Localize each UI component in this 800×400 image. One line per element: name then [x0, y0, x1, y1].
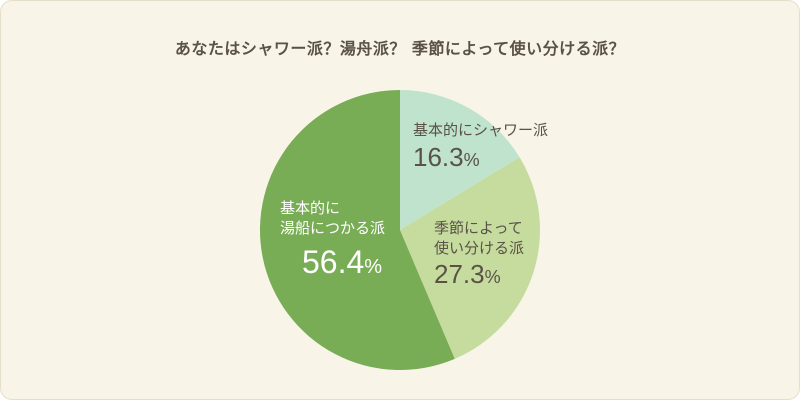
pie-slice-shower — [400, 90, 520, 230]
slice-label-shower: 基本的にシャワー派 16.3% — [413, 121, 548, 174]
slice-unit-shower: % — [463, 149, 480, 170]
slice-percent-bath: 56.4% — [302, 242, 385, 284]
slice-name-shower: 基本的にシャワー派 — [413, 121, 549, 139]
slice-label-bath: 基本的に 湯船につかる派 56.4% — [280, 199, 385, 284]
slice-name-season: 季節によって 使い分ける派 — [434, 219, 525, 257]
chart-title: あなたはシャワー派？湯舟派？ 季節によって使い分ける派？ — [174, 39, 626, 58]
slice-label-season: 季節によって 使い分ける派 27.3% — [434, 219, 524, 292]
slice-unit-season: % — [484, 267, 501, 287]
pie-slice-season — [400, 157, 540, 359]
slice-value-bath: 56.4 — [302, 244, 365, 280]
slice-value-season: 27.3 — [434, 259, 485, 289]
slice-unit-bath: % — [364, 256, 383, 278]
slice-name-bath: 基本的に 湯船につかる派 — [280, 199, 386, 237]
slice-percent-season: 27.3% — [434, 258, 524, 292]
slice-value-shower: 16.3 — [413, 141, 464, 172]
slice-percent-shower: 16.3% — [413, 141, 548, 175]
pie-slice-bath — [259, 90, 455, 371]
